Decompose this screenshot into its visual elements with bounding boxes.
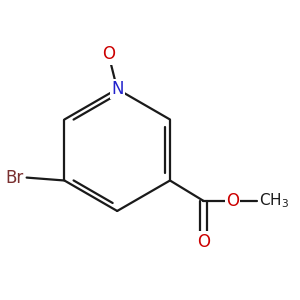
Text: O: O — [226, 192, 239, 210]
Text: Br: Br — [5, 169, 24, 187]
Text: CH$_3$: CH$_3$ — [259, 191, 289, 210]
Text: N: N — [111, 80, 123, 98]
Text: O: O — [197, 233, 210, 251]
Text: O: O — [102, 45, 115, 63]
